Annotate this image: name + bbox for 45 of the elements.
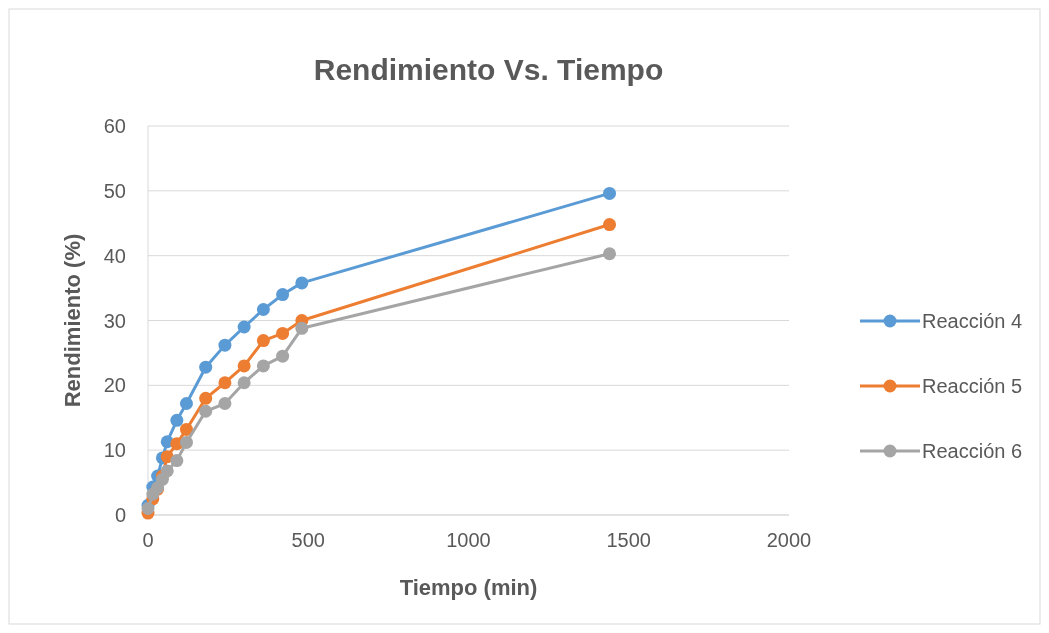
x-tick-label: 1000 xyxy=(446,529,491,551)
point xyxy=(603,218,617,232)
point xyxy=(603,247,617,261)
point xyxy=(160,464,174,478)
legend-label: Reacción 5 xyxy=(922,375,1023,397)
point xyxy=(199,404,213,418)
point xyxy=(295,321,309,335)
point xyxy=(276,349,290,363)
point xyxy=(237,376,251,390)
y-tick-label: 50 xyxy=(103,179,126,202)
y-tick-label: 30 xyxy=(103,309,126,332)
point xyxy=(179,435,193,449)
x-axis-title: Tiempo (min) xyxy=(399,575,538,600)
point xyxy=(218,376,232,390)
point xyxy=(256,302,270,316)
y-tick-label: 40 xyxy=(103,244,126,267)
point xyxy=(141,502,155,516)
y-tick-label: 0 xyxy=(114,504,126,526)
point xyxy=(603,186,617,200)
x-tick-label: 1500 xyxy=(606,529,651,551)
legend-label: Reacción 4 xyxy=(922,310,1023,332)
y-tick-label: 10 xyxy=(103,439,126,462)
point xyxy=(256,359,270,373)
legend-label: Reacción 6 xyxy=(922,440,1023,462)
point xyxy=(237,359,251,373)
y-axis-title: Rendimiento (%) xyxy=(60,233,85,408)
point xyxy=(199,360,213,374)
point xyxy=(170,413,184,427)
x-tick-label: 500 xyxy=(291,529,325,551)
point xyxy=(179,422,193,436)
point xyxy=(170,454,184,468)
chart-title: Rendimiento Vs. Tiempo xyxy=(313,53,664,86)
point xyxy=(199,391,213,405)
point xyxy=(256,334,270,348)
point xyxy=(179,396,193,410)
y-tick-label: 20 xyxy=(103,374,126,397)
point xyxy=(218,338,232,352)
point xyxy=(276,288,290,302)
x-tick-label: 2000 xyxy=(766,529,812,551)
point xyxy=(295,276,309,290)
y-tick-label: 60 xyxy=(103,115,126,137)
point xyxy=(276,326,290,340)
point xyxy=(237,320,251,334)
x-tick-label: 0 xyxy=(142,529,154,551)
point xyxy=(218,396,232,410)
